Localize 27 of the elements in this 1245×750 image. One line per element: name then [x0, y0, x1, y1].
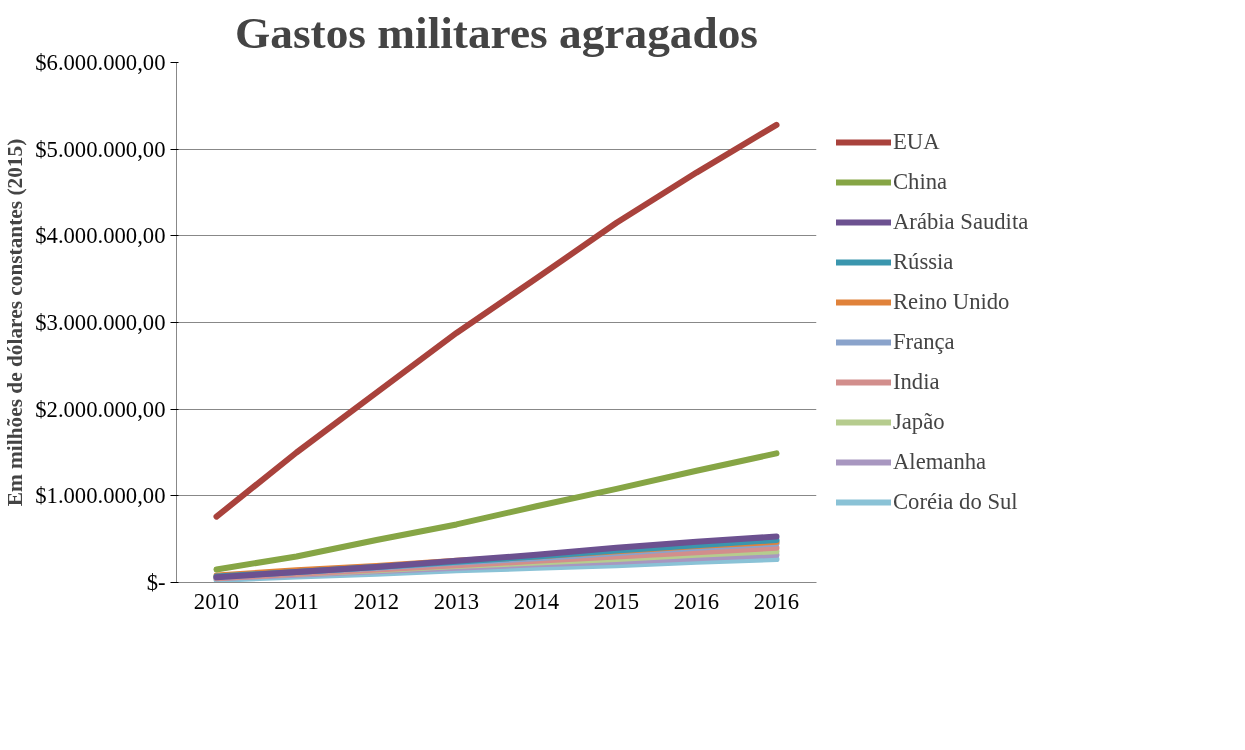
y-tick-label: $4.000.000,00: [35, 223, 166, 249]
x-tick-label: 2011: [274, 588, 319, 614]
y-axis-title: Em milhões de dólares constantes (2015): [3, 138, 28, 507]
legend-label: India: [893, 369, 940, 395]
legend-label: Reino Unido: [893, 289, 1010, 315]
y-tick-label: $5.000.000,00: [35, 136, 166, 162]
x-tick-label: 2015: [593, 588, 640, 614]
legend-label: EUA: [893, 129, 940, 155]
y-tick-label: $2.000.000,00: [35, 396, 166, 422]
legend-label: Rússia: [893, 249, 954, 275]
x-tick-label: 2013: [433, 588, 480, 614]
legend-label: China: [893, 169, 948, 195]
legend-label: Coréia do Sul: [893, 489, 1018, 515]
y-tick-label: $-: [146, 570, 166, 595]
legend-label: Japão: [893, 409, 945, 435]
x-tick-label: 2016: [673, 588, 720, 614]
legend-label: Arábia Saudita: [893, 209, 1029, 235]
chart-title: Gastos militares agragados: [235, 7, 758, 58]
x-tick-label: 2014: [513, 588, 560, 614]
y-tick-label: $3.000.000,00: [35, 310, 166, 335]
y-tick-label: $6.000.000,00: [35, 50, 166, 75]
legend-label: Alemanha: [893, 449, 987, 475]
x-tick-label: 2012: [353, 588, 400, 614]
y-tick-label: $1.000.000,00: [35, 483, 166, 509]
legend-label: França: [893, 329, 955, 355]
x-tick-label: 2016: [753, 588, 800, 614]
x-tick-label: 2010: [193, 588, 240, 614]
